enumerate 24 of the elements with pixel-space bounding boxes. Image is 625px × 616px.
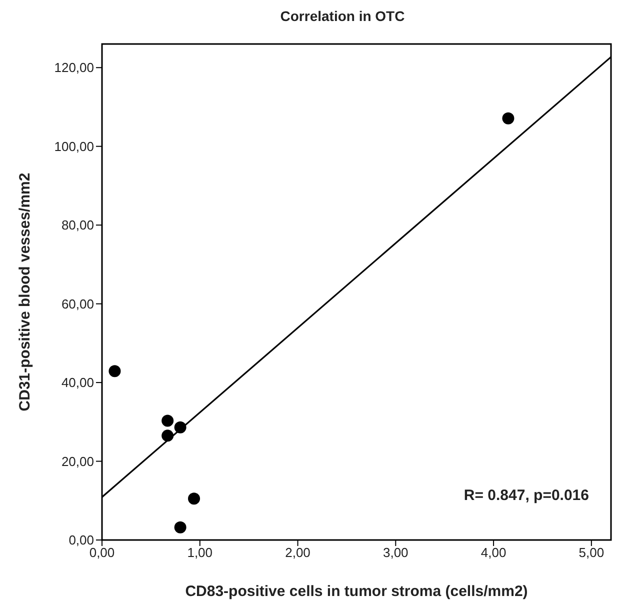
y-tick-label: 60,00 <box>61 296 94 312</box>
y-tick-label: 0,00 <box>68 532 94 548</box>
x-axis-title: CD83-positive cells in tumor stroma (cells/mm2) <box>185 583 528 600</box>
x-tick-label: 1,00 <box>187 545 213 560</box>
y-tick-label: 120,00 <box>54 60 94 76</box>
chart-title: Correlation in OTC <box>279 8 406 26</box>
y-tick-label: 80,00 <box>61 218 94 233</box>
y-tick-label: 20,00 <box>61 454 94 469</box>
point <box>162 414 174 427</box>
y-tick-label: 100,00 <box>54 138 94 154</box>
point <box>174 521 186 534</box>
point <box>108 365 121 378</box>
x-tick-label: 3,00 <box>383 545 408 560</box>
point <box>502 112 514 124</box>
x-tick-label: 5,00 <box>578 545 604 560</box>
x-tick-label: 4,00 <box>480 545 506 560</box>
y-tick-label: 40,00 <box>61 375 94 390</box>
point <box>188 492 200 505</box>
point <box>174 421 186 434</box>
y-axis-title: CD31-positive blood vesses/mm2 <box>16 172 34 412</box>
annotation: R= 0.847, p=0.016 <box>464 487 589 504</box>
point <box>162 430 174 442</box>
x-tick-label: 2,00 <box>285 545 310 560</box>
x-tick-label: 0,00 <box>89 545 115 560</box>
